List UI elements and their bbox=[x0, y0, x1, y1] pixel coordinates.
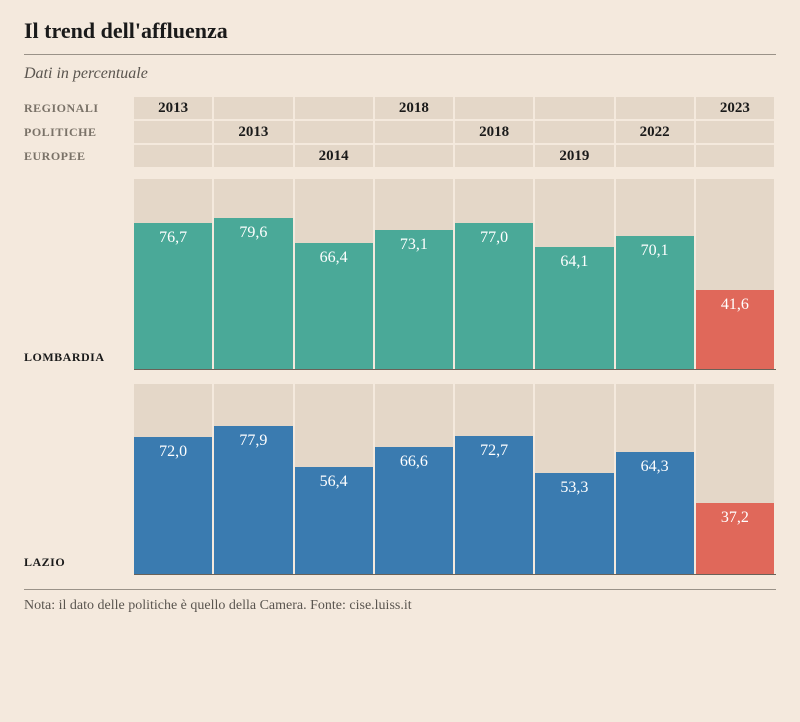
year-cell bbox=[214, 145, 292, 167]
bar: 56,4 bbox=[295, 467, 373, 574]
year-cell bbox=[134, 145, 212, 167]
divider bbox=[24, 54, 776, 55]
year-cell bbox=[134, 121, 212, 143]
bar-wrap: 72,7 bbox=[455, 384, 533, 574]
year-cell bbox=[696, 121, 774, 143]
bar-wrap: 77,0 bbox=[455, 179, 533, 369]
bar-wrap: 37,2 bbox=[696, 384, 774, 574]
year-cell: 2018 bbox=[375, 97, 453, 119]
footnote: Nota: il dato delle politiche è quello d… bbox=[24, 589, 776, 614]
bar-wrap: 64,1 bbox=[535, 179, 613, 369]
year-cell: 2013 bbox=[214, 121, 292, 143]
year-cell bbox=[214, 97, 292, 119]
bar: 77,0 bbox=[455, 223, 533, 369]
year-cell: 2023 bbox=[696, 97, 774, 119]
year-cell: 2014 bbox=[295, 145, 373, 167]
baseline bbox=[134, 574, 776, 575]
region-label: LAZIO bbox=[24, 384, 134, 574]
bar-wrap: 73,1 bbox=[375, 179, 453, 369]
bar-wrap: 70,1 bbox=[616, 179, 694, 369]
year-cell bbox=[375, 145, 453, 167]
year-cell: 2022 bbox=[616, 121, 694, 143]
bar-wrap: 77,9 bbox=[214, 384, 292, 574]
baseline bbox=[134, 369, 776, 370]
year-cell bbox=[455, 145, 533, 167]
year-row: 2013 2018 2023 bbox=[134, 97, 776, 119]
year-cell bbox=[295, 121, 373, 143]
bar: 37,2 bbox=[696, 503, 774, 574]
year-row: 2013 2018 2022 bbox=[134, 121, 776, 143]
bar: 64,3 bbox=[616, 452, 694, 574]
year-cell bbox=[616, 97, 694, 119]
bar-wrap: 64,3 bbox=[616, 384, 694, 574]
year-cell bbox=[455, 97, 533, 119]
bar-wrap: 56,4 bbox=[295, 384, 373, 574]
bar: 73,1 bbox=[375, 230, 453, 369]
year-cell bbox=[535, 97, 613, 119]
bar-wrap: 66,4 bbox=[295, 179, 373, 369]
year-cell bbox=[616, 145, 694, 167]
bar: 70,1 bbox=[616, 236, 694, 369]
year-cell: 2019 bbox=[535, 145, 613, 167]
chart-subtitle: Dati in percentuale bbox=[24, 65, 776, 83]
chart-block: LOMBARDIA76,779,666,473,177,064,170,141,… bbox=[24, 179, 776, 370]
bars-area: 76,779,666,473,177,064,170,141,6 bbox=[134, 179, 776, 369]
year-row: 2014 2019 bbox=[134, 145, 776, 167]
bar: 64,1 bbox=[535, 247, 613, 369]
year-cell bbox=[696, 145, 774, 167]
region-label: LOMBARDIA bbox=[24, 179, 134, 369]
year-cell bbox=[295, 97, 373, 119]
bar-wrap: 66,6 bbox=[375, 384, 453, 574]
bar-wrap: 72,0 bbox=[134, 384, 212, 574]
election-type-label: POLITICHE bbox=[24, 121, 134, 143]
bars-area: 72,077,956,466,672,753,364,337,2 bbox=[134, 384, 776, 574]
bar: 66,6 bbox=[375, 447, 453, 574]
year-cell: 2013 bbox=[134, 97, 212, 119]
bar: 66,4 bbox=[295, 243, 373, 369]
bar: 76,7 bbox=[134, 223, 212, 369]
bar: 72,7 bbox=[455, 436, 533, 574]
year-cell bbox=[535, 121, 613, 143]
bar: 77,9 bbox=[214, 426, 292, 574]
bar: 53,3 bbox=[535, 473, 613, 574]
year-cell bbox=[375, 121, 453, 143]
year-cell: 2018 bbox=[455, 121, 533, 143]
election-type-label: EUROPEE bbox=[24, 145, 134, 167]
chart-title: Il trend dell'affluenza bbox=[24, 18, 776, 44]
bar-wrap: 76,7 bbox=[134, 179, 212, 369]
bar-wrap: 79,6 bbox=[214, 179, 292, 369]
chart-block: LAZIO72,077,956,466,672,753,364,337,2 bbox=[24, 384, 776, 575]
election-type-label: REGIONALI bbox=[24, 97, 134, 119]
bar-wrap: 53,3 bbox=[535, 384, 613, 574]
bar: 79,6 bbox=[214, 218, 292, 369]
year-header: REGIONALIPOLITICHEEUROPEE 20132018202320… bbox=[24, 97, 776, 167]
bar-wrap: 41,6 bbox=[696, 179, 774, 369]
bar: 41,6 bbox=[696, 290, 774, 369]
bar: 72,0 bbox=[134, 437, 212, 574]
